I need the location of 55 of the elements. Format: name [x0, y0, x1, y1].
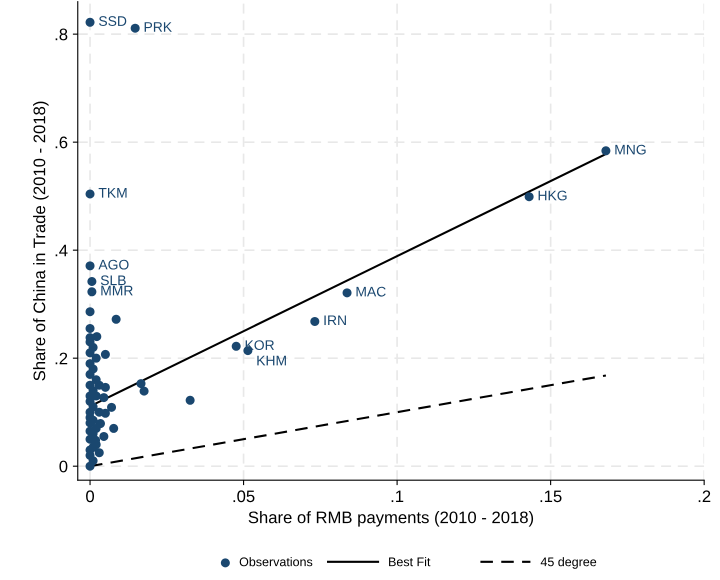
annotation: PRK [144, 22, 172, 32]
legend-label: Best Fit [389, 557, 430, 566]
point [524, 192, 534, 202]
point [94, 408, 104, 417]
annotation: KHM [257, 356, 286, 366]
y-tick-label: .4 [56, 244, 68, 256]
point [86, 324, 95, 333]
point [99, 432, 108, 441]
x-tick-label: 0 [86, 490, 94, 502]
point [86, 370, 95, 379]
x-tick-label: .1 [392, 490, 404, 502]
point [86, 18, 95, 27]
x-tick-label: .05 [234, 490, 254, 502]
y-tick-label: .8 [56, 28, 68, 40]
point [112, 314, 121, 324]
point [87, 287, 96, 296]
y-tick-label: 0 [59, 460, 68, 472]
point [601, 146, 610, 156]
point [92, 354, 101, 363]
x-tick-label: .15 [540, 490, 562, 502]
annotation: IRN [324, 315, 346, 326]
x-tick-label: .2 [698, 490, 710, 502]
legend-label: Observations [240, 557, 312, 566]
point [86, 348, 95, 358]
annotation: MMR [101, 286, 133, 296]
point [140, 386, 149, 396]
point [86, 261, 95, 270]
point [94, 380, 104, 390]
y-tick-label: .6 [56, 136, 68, 148]
annotation: SLB [100, 275, 126, 286]
annotation: MAC [356, 286, 386, 297]
annotation: MNG [615, 144, 646, 155]
point [107, 402, 116, 412]
annotation: SSD [99, 16, 126, 26]
x-axis-title: Share of RMB payments (2010 - 2018) [248, 511, 534, 527]
point [342, 288, 352, 298]
point [109, 424, 118, 433]
annotation: AGO [98, 260, 129, 270]
point [86, 307, 95, 316]
y-tick-label: .2 [56, 352, 68, 364]
point [87, 276, 96, 286]
point [99, 393, 108, 402]
point [310, 316, 320, 326]
point [186, 396, 195, 405]
point [232, 342, 241, 351]
point [100, 350, 110, 359]
y-axis-title: Share of China in Trade (2010 - 2018) [33, 102, 49, 381]
point [94, 448, 104, 458]
point [136, 379, 146, 388]
annotation: HKG [538, 190, 567, 200]
point [130, 24, 140, 33]
legend-label: 45 degree [540, 557, 596, 569]
annotation: TKM [98, 188, 127, 198]
point [86, 190, 95, 199]
point [86, 462, 95, 471]
